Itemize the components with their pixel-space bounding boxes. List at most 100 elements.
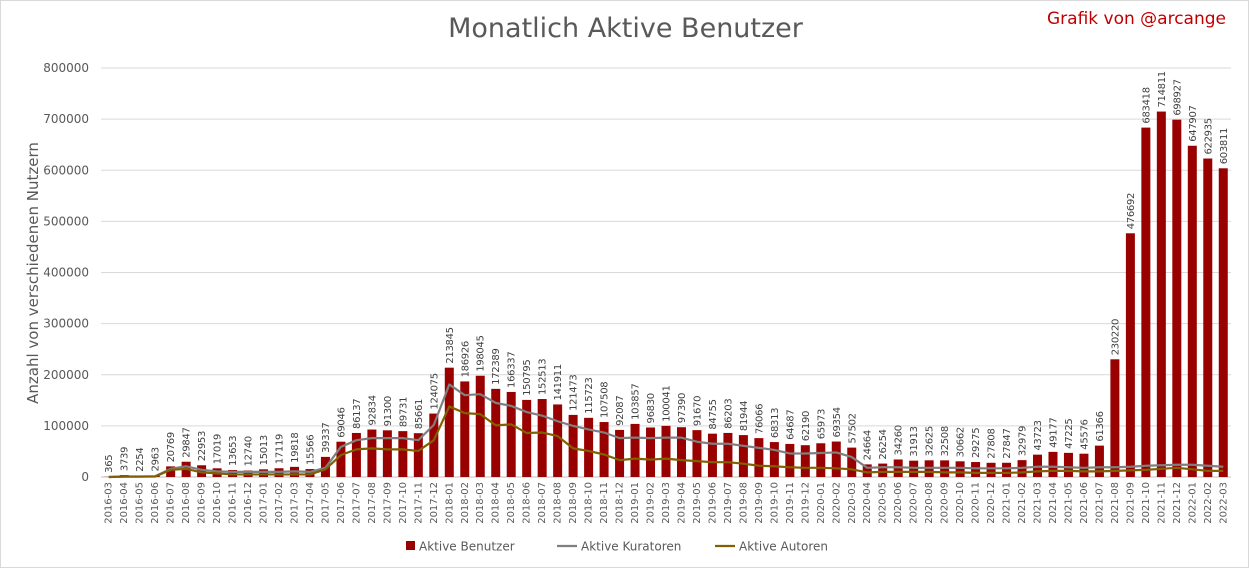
- data-label: 647907: [1188, 105, 1199, 141]
- data-label: 92834: [367, 395, 378, 425]
- x-tick-label: 2022-01: [1187, 482, 1198, 524]
- legend-swatch-bar: [406, 541, 415, 550]
- x-tick-label: 2016-05: [135, 482, 146, 524]
- data-label: 84755: [708, 399, 719, 429]
- bar: [739, 435, 748, 477]
- x-tick-label: 2021-08: [1110, 482, 1121, 524]
- x-tick-label: 2020-09: [940, 482, 951, 524]
- x-tick-label: 2021-11: [1156, 482, 1167, 524]
- data-label: 683418: [1141, 87, 1152, 123]
- x-tick-label: 2019-01: [630, 482, 641, 524]
- bar: [584, 418, 593, 477]
- x-tick-label: 2018-10: [584, 482, 595, 524]
- x-tick-label: 2020-02: [831, 482, 842, 524]
- legend-label: Aktive Kuratoren: [581, 540, 681, 554]
- bar: [1188, 146, 1197, 477]
- data-label: 152513: [538, 359, 549, 395]
- x-tick-label: 2018-06: [522, 482, 533, 524]
- bar: [1157, 112, 1166, 477]
- data-label: 19818: [290, 433, 301, 463]
- x-tick-label: 2020-03: [847, 482, 858, 524]
- data-label: 3739: [120, 447, 131, 471]
- data-label: 166337: [507, 352, 518, 388]
- x-tick-label: 2017-09: [382, 482, 393, 524]
- x-tick-label: 2022-03: [1218, 482, 1229, 524]
- data-label: 91300: [383, 396, 394, 426]
- x-tick-label: 2017-06: [336, 482, 347, 524]
- x-tick-label: 2017-10: [398, 482, 409, 524]
- x-tick-label: 2017-02: [274, 482, 285, 524]
- bar: [971, 462, 980, 477]
- y-axis-label: Anzahl von verschiedenen Nutzern: [24, 142, 42, 404]
- x-tick-label: 2018-02: [460, 482, 471, 524]
- bar: [785, 444, 794, 477]
- bar: [1219, 168, 1228, 477]
- data-label: 32508: [940, 426, 951, 456]
- x-tick-label: 2019-09: [754, 482, 765, 524]
- data-label: 121473: [569, 375, 580, 411]
- bar: [476, 376, 485, 477]
- x-tick-label: 2019-02: [646, 482, 657, 524]
- bar: [847, 448, 856, 477]
- x-tick-label: 2020-05: [878, 482, 889, 524]
- data-label: 68313: [770, 408, 781, 438]
- x-tick-label: 2019-05: [692, 482, 703, 524]
- data-label: 12740: [244, 436, 255, 466]
- x-tick-label: 2019-07: [723, 482, 734, 524]
- data-label: 107508: [600, 382, 611, 418]
- x-tick-label: 2019-08: [738, 482, 749, 524]
- data-label: 26254: [878, 429, 889, 459]
- data-label: 61366: [1095, 411, 1106, 441]
- data-label: 15566: [305, 435, 316, 465]
- bar: [692, 430, 701, 477]
- data-label: 27847: [1002, 428, 1013, 458]
- bar: [1126, 233, 1135, 477]
- x-tick-label: 2016-12: [243, 482, 254, 524]
- bar: [1048, 452, 1057, 477]
- data-label: 34260: [894, 425, 905, 455]
- data-label: 20769: [166, 432, 177, 462]
- data-label: 31913: [909, 426, 920, 456]
- x-tick-label: 2021-10: [1141, 482, 1152, 524]
- bar: [708, 434, 717, 477]
- y-tick-label: 100000: [43, 419, 89, 433]
- bar: [1064, 453, 1073, 477]
- x-tick-label: 2018-03: [475, 482, 486, 524]
- x-tick-label: 2016-04: [119, 482, 130, 524]
- y-tick-label: 200000: [43, 368, 89, 382]
- x-tick-label: 2016-11: [228, 482, 239, 524]
- bar: [553, 404, 562, 477]
- data-label: 698927: [1172, 79, 1183, 115]
- bar: [1141, 128, 1150, 477]
- x-tick-label: 2017-07: [351, 482, 362, 524]
- y-tick-label: 300000: [43, 317, 89, 331]
- data-label: 96830: [646, 393, 657, 423]
- x-tick-label: 2019-04: [676, 482, 687, 524]
- x-tick-label: 2016-10: [212, 482, 223, 524]
- x-tick-label: 2018-08: [553, 482, 564, 524]
- data-label: 213845: [445, 327, 456, 363]
- x-tick-label: 2020-07: [909, 482, 920, 524]
- bar: [367, 430, 376, 477]
- data-label: 29847: [182, 427, 193, 457]
- x-tick-label: 2018-05: [506, 482, 517, 524]
- x-tick-label: 2018-12: [615, 482, 626, 524]
- x-tick-label: 2022-02: [1203, 482, 1214, 524]
- data-label: 39337: [321, 423, 332, 453]
- data-label: 29275: [971, 428, 982, 458]
- x-tick-label: 2017-01: [259, 482, 270, 524]
- x-tick-label: 2018-09: [568, 482, 579, 524]
- data-label: 365: [104, 455, 115, 473]
- data-label: 86137: [352, 399, 363, 429]
- bar: [600, 422, 609, 477]
- data-label: 24664: [863, 430, 874, 460]
- data-label: 43723: [1033, 420, 1044, 450]
- bar: [832, 442, 841, 477]
- x-tick-label: 2019-06: [707, 482, 718, 524]
- bar: [1203, 159, 1212, 477]
- bar: [1110, 359, 1119, 477]
- data-label: 124075: [429, 373, 440, 409]
- y-tick-label: 400000: [43, 266, 89, 280]
- x-tick-label: 2019-11: [785, 482, 796, 524]
